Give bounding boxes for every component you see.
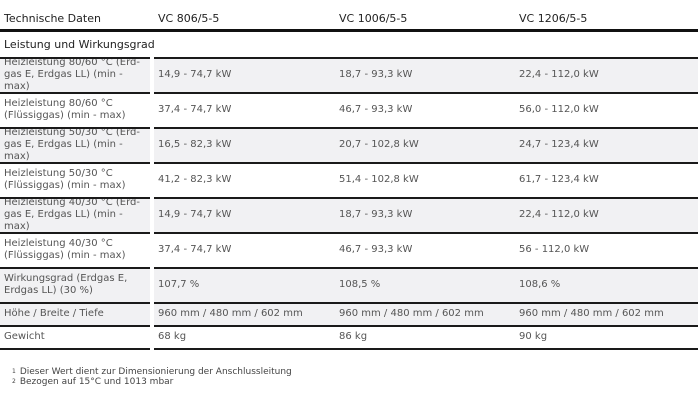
row-value-model-2: 46,7 - 93,3 kW xyxy=(339,104,413,115)
table-row: Heizleistung 40/30 °C (Erd-gas E, Erdgas… xyxy=(0,197,698,232)
row-divider xyxy=(154,162,698,164)
technical-data-table: Technische Daten VC 806/5-5 VC 1006/5-5 … xyxy=(0,0,698,350)
footnotes: 1 Dieser Wert dient zur Dimensionierung d… xyxy=(12,367,292,387)
header-divider xyxy=(0,29,698,32)
row-label: Heizleistung 40/30 °C (Flüssiggas) (min … xyxy=(4,237,126,261)
row-value-model-2: 18,7 - 93,3 kW xyxy=(339,57,519,92)
row-divider xyxy=(154,267,698,269)
header-model-1: VC 806/5-5 xyxy=(158,11,220,25)
row-value-model-1: 107,7 % xyxy=(154,267,339,302)
footnote-text: Bezogen auf 15°C und 1013 mbar xyxy=(19,377,174,387)
row-divider xyxy=(0,92,150,94)
row-value-model-2: 960 mm / 480 mm / 602 mm xyxy=(339,302,519,325)
table-header-row: Technische Daten VC 806/5-5 VC 1006/5-5 … xyxy=(0,0,698,32)
header-label: Technische Daten xyxy=(4,11,101,25)
footnote-1: 1 Dieser Wert dient zur Dimensionierung d… xyxy=(12,367,292,377)
footnote-mark: 1 xyxy=(12,368,16,375)
row-label: Höhe / Breite / Tiefe xyxy=(0,302,150,325)
row-value-model-1: 14,9 - 74,7 kW xyxy=(154,57,339,92)
row-value-model-1: 41,2 - 82,3 kW xyxy=(158,174,232,185)
row-label: Heizleistung 40/30 °C (Erd-gas E, Erdgas… xyxy=(0,197,150,232)
table-row: Heizleistung 40/30 °C (Flüssiggas) (min … xyxy=(0,232,698,267)
row-value-model-3: 960 mm / 480 mm / 602 mm xyxy=(519,302,698,325)
row-divider xyxy=(0,197,150,199)
row-divider xyxy=(0,302,150,304)
row-value-model-3: 24,7 - 123,4 kW xyxy=(519,127,698,162)
row-value-model-1: 14,9 - 74,7 kW xyxy=(154,197,339,232)
row-divider xyxy=(0,127,150,129)
row-divider xyxy=(0,57,150,59)
row-value-model-1: 16,5 - 82,3 kW xyxy=(154,127,339,162)
table-row: Wirkungsgrad (Erdgas E, Erdgas LL) (30 %… xyxy=(0,267,698,302)
row-value-model-3: 90 kg xyxy=(519,331,548,342)
row-label: Heizleistung 50/30 °C (Flüssiggas) (min … xyxy=(4,167,126,191)
row-value-model-3: 22,4 - 112,0 kW xyxy=(519,57,698,92)
table-row: Höhe / Breite / Tiefe 960 mm / 480 mm / 6… xyxy=(0,302,698,325)
row-divider xyxy=(154,127,698,129)
header-model-3: VC 1206/5-5 xyxy=(519,11,588,25)
row-value-model-1: 960 mm / 480 mm / 602 mm xyxy=(154,302,339,325)
row-divider xyxy=(0,267,150,269)
row-divider xyxy=(154,232,698,234)
footnote-mark: 2 xyxy=(12,378,16,385)
row-divider xyxy=(0,162,150,164)
table-bottom-rule xyxy=(0,348,150,350)
row-value-model-2: 51,4 - 102,8 kW xyxy=(339,174,419,185)
row-value-model-1: 68 kg xyxy=(158,331,187,342)
row-divider xyxy=(154,57,698,59)
table-row: Heizleistung 50/30 °C (Erd-gas E, Erdgas… xyxy=(0,127,698,162)
table-row: Heizleistung 80/60 °C (Flüssiggas) (min … xyxy=(0,92,698,127)
row-divider xyxy=(154,325,698,327)
row-divider xyxy=(0,232,150,234)
row-label: Wirkungsgrad (Erdgas E, Erdgas LL) (30 %… xyxy=(0,267,150,302)
footnote-text: Dieser Wert dient zur Dimensionierung de… xyxy=(19,367,292,377)
table-row: Heizleistung 80/60 °C (Erd-gas E, Erdgas… xyxy=(0,57,698,92)
row-label: Heizleistung 80/60 °C (Erd-gas E, Erdgas… xyxy=(0,57,150,92)
table-row: Heizleistung 50/30 °C (Flüssiggas) (min … xyxy=(0,162,698,197)
row-label: Gewicht xyxy=(4,330,45,342)
table-bottom-rule xyxy=(154,348,698,350)
table-row: Gewicht 68 kg 86 kg 90 kg xyxy=(0,325,698,350)
row-divider xyxy=(0,325,150,327)
row-value-model-3: 108,6 % xyxy=(519,267,698,302)
row-divider xyxy=(154,197,698,199)
row-value-model-2: 46,7 - 93,3 kW xyxy=(339,244,413,255)
row-value-model-3: 61,7 - 123,4 kW xyxy=(519,174,599,185)
row-value-model-1: 37,4 - 74,7 kW xyxy=(158,104,232,115)
section-header: Leistung und Wirkungsgrad xyxy=(0,32,698,57)
section-title: Leistung und Wirkungsgrad xyxy=(4,38,155,51)
footnote-2: 2 Bezogen auf 15°C und 1013 mbar xyxy=(12,377,292,387)
row-value-model-2: 20,7 - 102,8 kW xyxy=(339,127,519,162)
row-value-model-2: 18,7 - 93,3 kW xyxy=(339,197,519,232)
row-value-model-2: 108,5 % xyxy=(339,267,519,302)
row-value-model-1: 37,4 - 74,7 kW xyxy=(158,244,232,255)
row-value-model-3: 56,0 - 112,0 kW xyxy=(519,104,599,115)
row-divider xyxy=(154,302,698,304)
row-value-model-2: 86 kg xyxy=(339,331,368,342)
row-value-model-3: 56 - 112,0 kW xyxy=(519,244,590,255)
row-label: Heizleistung 50/30 °C (Erd-gas E, Erdgas… xyxy=(0,127,150,162)
row-label: Heizleistung 80/60 °C (Flüssiggas) (min … xyxy=(4,97,126,121)
row-divider xyxy=(154,92,698,94)
header-model-2: VC 1006/5-5 xyxy=(339,11,408,25)
row-value-model-3: 22,4 - 112,0 kW xyxy=(519,197,698,232)
